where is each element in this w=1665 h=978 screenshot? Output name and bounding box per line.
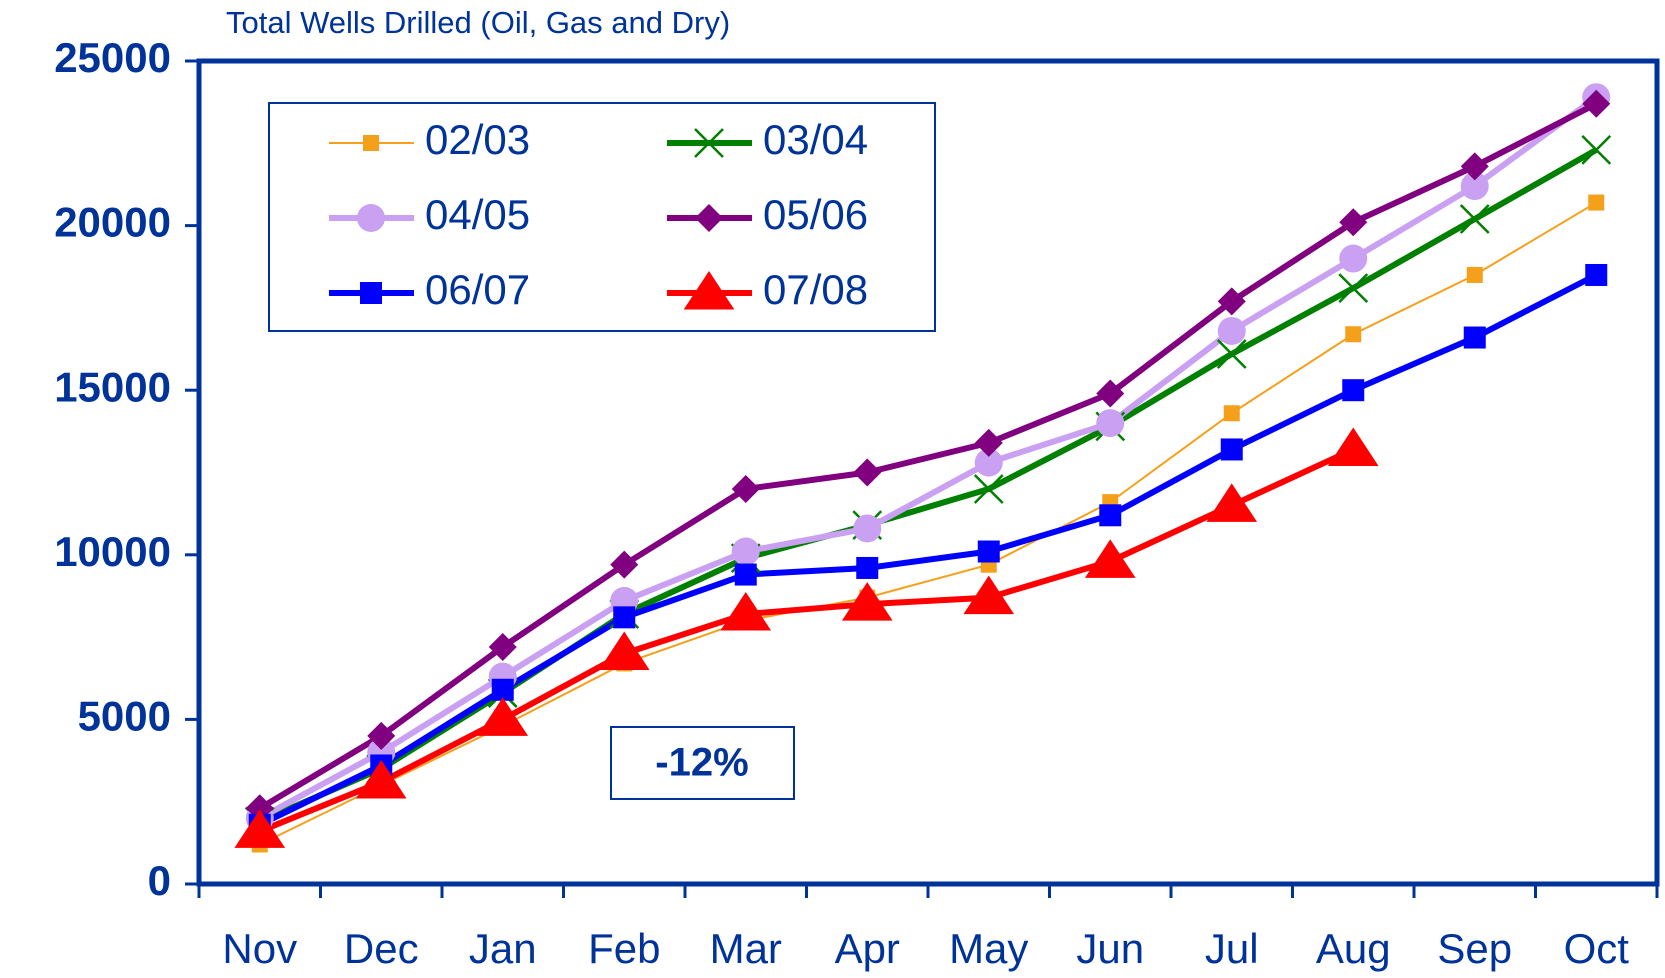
x-tick-label: Dec xyxy=(344,925,419,972)
y-tick-label: 0 xyxy=(148,857,171,904)
x-tick-label: Sep xyxy=(1437,925,1512,972)
data-point xyxy=(1220,438,1243,461)
x-tick-label: Jun xyxy=(1076,925,1144,972)
data-point xyxy=(1339,208,1368,237)
data-point xyxy=(853,514,882,543)
data-point xyxy=(477,697,529,736)
data-point xyxy=(1582,89,1611,118)
data-point xyxy=(598,631,650,671)
data-point xyxy=(1216,339,1247,369)
legend-label: 06/07 xyxy=(425,266,530,313)
legend-label: 07/08 xyxy=(763,266,868,313)
data-point xyxy=(734,563,757,586)
legend-marker xyxy=(363,135,379,151)
data-point xyxy=(1463,326,1486,349)
data-point xyxy=(1217,287,1246,316)
x-tick-label: Mar xyxy=(710,925,782,972)
data-point xyxy=(1096,379,1125,408)
x-tick-label: Jul xyxy=(1205,925,1259,972)
data-point xyxy=(610,550,639,579)
data-point xyxy=(1338,273,1369,304)
legend-label: 02/03 xyxy=(425,116,530,163)
data-point xyxy=(1585,263,1608,286)
data-point xyxy=(974,448,1003,477)
series-line xyxy=(258,94,1599,821)
data-point xyxy=(1217,316,1246,345)
annotation: -12% xyxy=(655,741,748,785)
data-point xyxy=(1460,172,1489,201)
y-tick-label: 10000 xyxy=(54,528,171,575)
legend-marker xyxy=(683,271,735,310)
data-point xyxy=(841,582,893,621)
y-tick-label: 20000 xyxy=(54,199,171,246)
legend-label: 04/05 xyxy=(425,191,530,238)
data-point xyxy=(491,678,514,701)
y-tick-label: 15000 xyxy=(54,363,171,410)
data-point xyxy=(1339,244,1368,273)
data-point xyxy=(1096,409,1125,438)
x-tick-label: Apr xyxy=(835,925,900,972)
chart-title: Total Wells Drilled (Oil, Gas and Dry) xyxy=(226,5,730,40)
data-point xyxy=(367,721,396,750)
data-point xyxy=(731,474,760,503)
data-point xyxy=(1588,194,1605,211)
legend-label: 03/04 xyxy=(763,116,868,163)
y-tick-label: 5000 xyxy=(78,692,171,739)
legend-marker xyxy=(360,282,382,304)
data-point xyxy=(1460,152,1489,181)
legend-marker xyxy=(695,204,723,232)
legend-label: 05/06 xyxy=(763,191,868,238)
data-point xyxy=(731,537,760,566)
x-tick-label: Jan xyxy=(469,925,537,972)
data-point xyxy=(973,474,1004,504)
y-tick-label: 25000 xyxy=(54,34,171,81)
series-line xyxy=(258,101,1598,811)
data-point xyxy=(1206,483,1258,522)
annotation-box xyxy=(610,726,795,800)
data-point xyxy=(720,592,772,631)
data-point xyxy=(1327,427,1379,466)
data-point xyxy=(355,759,407,799)
data-point xyxy=(853,458,882,487)
x-tick-label: Aug xyxy=(1316,925,1391,972)
x-tick-label: May xyxy=(949,925,1028,972)
data-point xyxy=(1223,405,1240,422)
data-point xyxy=(1084,539,1136,578)
data-point xyxy=(488,632,517,661)
data-point xyxy=(1099,504,1122,527)
data-point xyxy=(1345,326,1362,343)
legend-marker xyxy=(694,128,724,158)
legend-marker xyxy=(357,204,385,232)
data-point xyxy=(977,540,1000,563)
data-point xyxy=(856,556,879,579)
data-point xyxy=(1581,135,1612,165)
x-tick-label: Nov xyxy=(222,925,297,972)
data-point xyxy=(1466,266,1483,283)
data-point xyxy=(974,428,1003,457)
series-line xyxy=(258,446,1355,835)
data-point xyxy=(963,575,1015,615)
data-point xyxy=(1342,379,1365,402)
series-line xyxy=(258,272,1598,828)
data-point xyxy=(613,606,636,629)
data-point xyxy=(234,809,286,848)
data-point xyxy=(1459,204,1490,234)
x-tick-label: Oct xyxy=(1564,925,1630,972)
x-tick-label: Feb xyxy=(588,925,660,972)
